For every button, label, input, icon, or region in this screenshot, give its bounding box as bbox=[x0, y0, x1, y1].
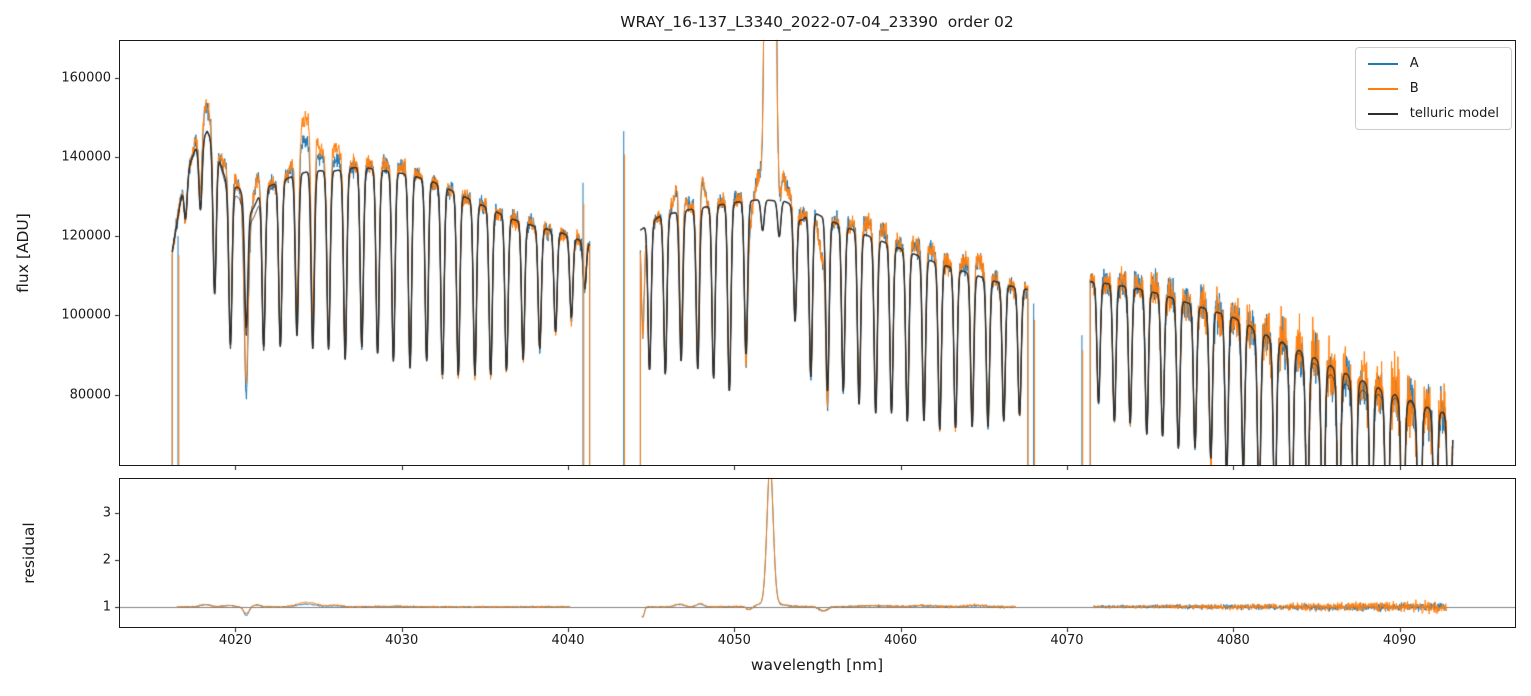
legend-swatch-b-line bbox=[1367, 87, 1398, 90]
x-axis-label: wavelength [nm] bbox=[750, 656, 884, 674]
chart-title: WRAY_16-137_L3340_2022-07-04_23390 order… bbox=[620, 13, 1014, 31]
legend-swatch-telluric-line bbox=[1367, 112, 1398, 115]
y-tick-label-residual: 3 bbox=[102, 505, 111, 521]
y-tick-label-residual: 2 bbox=[102, 552, 111, 568]
y-tick-label-flux: 120000 bbox=[61, 228, 111, 244]
legend-item-a: A bbox=[1367, 56, 1499, 71]
legend-swatch-a-line bbox=[1367, 62, 1398, 65]
legend: A B telluric model bbox=[1354, 47, 1512, 130]
legend-label-a: A bbox=[1409, 56, 1419, 71]
x-tick-label: 4050 bbox=[717, 633, 751, 648]
y-axis-label-flux: flux [ADU] bbox=[14, 213, 32, 293]
x-tick-label: 4070 bbox=[1050, 633, 1084, 648]
x-tick-label: 4030 bbox=[385, 633, 419, 648]
x-tick-label: 4020 bbox=[218, 633, 252, 648]
y-tick-label-flux: 140000 bbox=[61, 149, 111, 165]
x-tick-label: 4060 bbox=[884, 633, 918, 648]
legend-label-telluric: telluric model bbox=[1409, 106, 1499, 121]
x-tick-label: 4090 bbox=[1383, 633, 1417, 648]
legend-item-telluric-model: telluric model bbox=[1367, 106, 1499, 121]
legend-item-b: B bbox=[1367, 81, 1499, 96]
y-tick-label-flux: 160000 bbox=[61, 70, 111, 86]
y-axis-label-residual: residual bbox=[20, 522, 38, 584]
y-tick-label-flux: 100000 bbox=[61, 307, 111, 323]
y-tick-label-residual: 1 bbox=[102, 599, 111, 615]
y-tick-label-flux: 80000 bbox=[69, 387, 111, 403]
legend-label-b: B bbox=[1409, 81, 1419, 96]
x-tick-label: 4040 bbox=[551, 633, 585, 648]
x-tick-label: 4080 bbox=[1216, 633, 1250, 648]
